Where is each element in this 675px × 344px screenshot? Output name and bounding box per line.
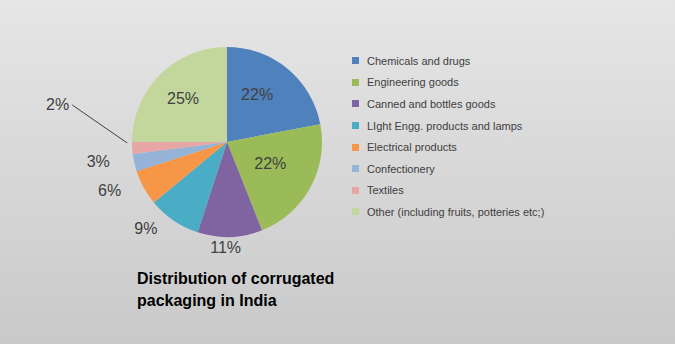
html-text:LIght Engg. products and lamps: LIght Engg. products and lamps [367, 119, 523, 132]
svg-text:9%: 9% [134, 220, 157, 237]
svg-text:22%: 22% [241, 86, 273, 103]
html-text:Distribution of corrugated pac: Distribution of corrugated packaging in … [137, 270, 335, 309]
html-text:Textiles: Textiles [367, 184, 404, 197]
html-text:Canned and bottles goods: Canned and bottles goods [367, 98, 496, 110]
svg-text:11%: 11% [210, 239, 241, 256]
html-text:Confectionery: Confectionery [367, 162, 435, 175]
html-text:Chemicals and drugs: Chemicals and drugs [367, 54, 471, 67]
svg-text:3%: 3% [87, 153, 110, 170]
html-text:Engineering goods: Engineering goods [367, 76, 459, 89]
svg-text:22%: 22% [254, 155, 286, 172]
svg-text:6%: 6% [98, 182, 121, 199]
svg-text:25%: 25% [167, 90, 199, 107]
html-text:Electrical products: Electrical products [367, 141, 457, 154]
svg-text:2%: 2% [46, 96, 69, 113]
html-text:Other (including fruits, potte: Other (including fruits, potteries etc;) [367, 206, 545, 218]
